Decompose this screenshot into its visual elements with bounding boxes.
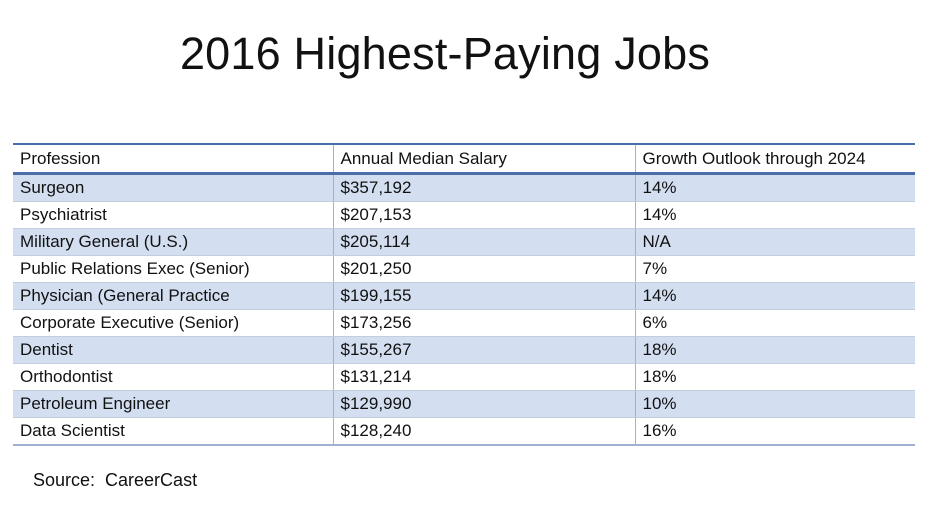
salary-cell: $199,155	[332, 282, 635, 310]
growth-cell: N/A	[634, 228, 915, 256]
profession-cell: Public Relations Exec (Senior)	[13, 255, 333, 283]
salary-cell: $205,114	[332, 228, 635, 256]
table-row: Military General (U.S.) $205,114 N/A	[13, 228, 915, 256]
slide-title: 2016 Highest-Paying Jobs	[179, 28, 711, 79]
salary-table: Profession Annual Median Salary Growth O…	[13, 143, 915, 446]
profession-cell: Data Scientist	[13, 417, 333, 446]
growth-cell: 16%	[634, 417, 915, 446]
growth-cell: 10%	[634, 390, 915, 418]
salary-cell: $207,153	[332, 201, 635, 229]
profession-cell: Military General (U.S.)	[13, 228, 333, 256]
table-row: Orthodontist $131,214 18%	[13, 363, 915, 391]
column-header-growth: Growth Outlook through 2024	[634, 143, 915, 175]
profession-cell: Dentist	[13, 336, 333, 364]
salary-cell: $131,214	[332, 363, 635, 391]
table-header-row: Profession Annual Median Salary Growth O…	[13, 143, 915, 175]
salary-cell: $357,192	[332, 173, 635, 202]
growth-cell: 14%	[634, 173, 915, 202]
table-row: Petroleum Engineer $129,990 10%	[13, 390, 915, 418]
salary-cell: $128,240	[332, 417, 635, 446]
table-row: Physician (General Practice $199,155 14%	[13, 282, 915, 310]
growth-cell: 14%	[634, 201, 915, 229]
salary-cell: $129,990	[332, 390, 635, 418]
table-row: Dentist $155,267 18%	[13, 336, 915, 364]
profession-cell: Orthodontist	[13, 363, 333, 391]
growth-cell: 7%	[634, 255, 915, 283]
growth-cell: 18%	[634, 336, 915, 364]
growth-cell: 14%	[634, 282, 915, 310]
profession-cell: Corporate Executive (Senior)	[13, 309, 333, 337]
profession-cell: Psychiatrist	[13, 201, 333, 229]
profession-cell: Petroleum Engineer	[13, 390, 333, 418]
table-row: Data Scientist $128,240 16%	[13, 417, 915, 446]
table-row: Surgeon $357,192 14%	[13, 173, 915, 202]
column-header-salary: Annual Median Salary	[332, 143, 635, 175]
table-row: Corporate Executive (Senior) $173,256 6%	[13, 309, 915, 337]
source-note: Source: CareerCast	[33, 470, 198, 490]
profession-cell: Surgeon	[13, 173, 333, 202]
salary-cell: $173,256	[332, 309, 635, 337]
salary-cell: $155,267	[332, 336, 635, 364]
profession-cell: Physician (General Practice	[13, 282, 333, 310]
growth-cell: 6%	[634, 309, 915, 337]
salary-cell: $201,250	[332, 255, 635, 283]
column-header-profession: Profession	[13, 143, 333, 175]
table-row: Public Relations Exec (Senior) $201,250 …	[13, 255, 915, 283]
growth-cell: 18%	[634, 363, 915, 391]
table-row: Psychiatrist $207,153 14%	[13, 201, 915, 229]
